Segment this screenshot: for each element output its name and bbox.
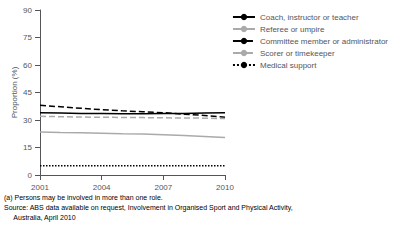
svg-text:Scorer or timekeeper: Scorer or timekeeper	[260, 49, 335, 58]
svg-text:Committee member or administra: Committee member or administrator	[260, 37, 388, 46]
svg-text:15: 15	[23, 143, 32, 152]
svg-text:(a) Persons may be involved in: (a) Persons may be involved in more than…	[4, 194, 163, 202]
svg-text:90: 90	[23, 6, 32, 15]
svg-text:0: 0	[28, 171, 33, 180]
svg-text:2010: 2010	[216, 183, 234, 192]
svg-text:75: 75	[23, 33, 32, 42]
svg-text:Medical support: Medical support	[260, 61, 317, 70]
svg-text:30: 30	[23, 116, 32, 125]
svg-text:60: 60	[23, 61, 32, 70]
svg-text:45: 45	[23, 88, 32, 97]
svg-text:2007: 2007	[154, 183, 172, 192]
svg-text:Source: ABS data available on: Source: ABS data available on request, I…	[4, 204, 293, 212]
svg-text:Coach, instructor or teacher: Coach, instructor or teacher	[260, 13, 359, 22]
svg-text:Australia, April 2010: Australia, April 2010	[4, 214, 76, 222]
svg-text:2001: 2001	[31, 183, 49, 192]
svg-text:Referee or umpire: Referee or umpire	[260, 25, 325, 34]
svg-text:Proportion (%): Proportion (%)	[10, 66, 19, 118]
svg-text:2004: 2004	[93, 183, 111, 192]
